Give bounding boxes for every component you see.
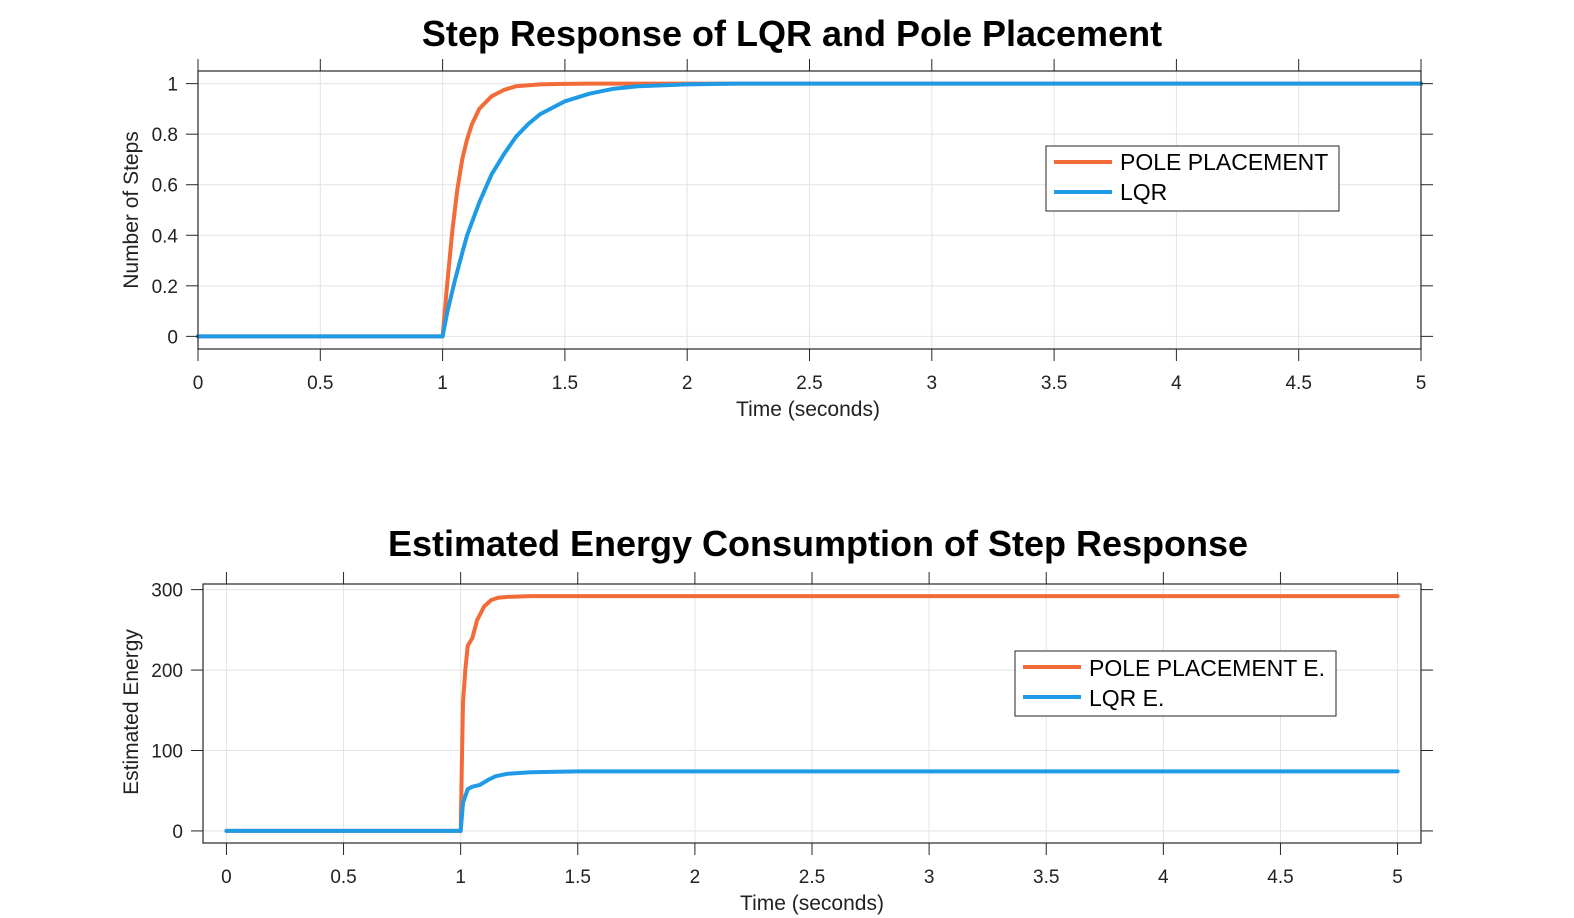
y-tick-label: 0	[172, 822, 183, 843]
y-tick-label: 0.2	[152, 277, 178, 298]
legend: POLE PLACEMENT E. LQR E.	[1014, 650, 1337, 717]
y-tick-label: 0	[167, 327, 178, 348]
y-axis-label: Number of Steps	[120, 131, 143, 289]
x-tick-label: 1	[437, 373, 448, 394]
y-tick-label: 0.6	[152, 176, 178, 197]
y-tick-label: 1	[167, 75, 178, 96]
x-tick-label: 4	[1171, 373, 1182, 394]
x-tick-label: 0.5	[307, 373, 333, 394]
series-line-0	[224, 594, 1400, 833]
x-tick-label: 2	[682, 373, 693, 394]
legend-label-lqr-e: LQR E.	[1089, 685, 1164, 711]
x-tick-label: 1.5	[565, 867, 591, 888]
x-tick-label: 3	[924, 867, 935, 888]
chart-title: Step Response of LQR and Pole Placement	[422, 13, 1162, 54]
legend-box	[1014, 650, 1337, 717]
energy-consumption-chart: Estimated Energy Consumption of Step Res…	[120, 523, 1433, 915]
x-tick-label: 4	[1158, 867, 1169, 888]
y-tick-label: 200	[151, 661, 183, 682]
legend-label-pole-placement: POLE PLACEMENT	[1120, 149, 1328, 175]
x-tick-label: 4.5	[1267, 867, 1293, 888]
x-tick-label: 5	[1392, 867, 1403, 888]
chart-title: Estimated Energy Consumption of Step Res…	[388, 523, 1248, 564]
x-tick-label: 0	[193, 373, 204, 394]
legend-label-pole-placement-e: POLE PLACEMENT E.	[1089, 655, 1325, 681]
y-tick-label: 100	[151, 742, 183, 763]
x-tick-label: 0	[221, 867, 232, 888]
y-tick-label: 0.4	[152, 226, 179, 247]
x-tick-label: 0.5	[330, 867, 356, 888]
x-tick-label: 3.5	[1041, 373, 1067, 394]
x-tick-label: 4.5	[1285, 373, 1311, 394]
x-tick-label: 3.5	[1033, 867, 1059, 888]
x-tick-label: 2.5	[796, 373, 822, 394]
series-line-1	[224, 769, 1400, 833]
x-tick-label: 2.5	[799, 867, 825, 888]
x-axis-label: Time (seconds)	[740, 892, 884, 915]
x-tick-label: 1	[455, 867, 466, 888]
legend-box	[1045, 145, 1340, 212]
x-tick-label: 1.5	[552, 373, 578, 394]
legend: POLE PLACEMENT LQR	[1045, 145, 1340, 212]
legend-label-lqr: LQR	[1120, 179, 1167, 205]
x-tick-label: 3	[927, 373, 938, 394]
y-tick-label: 0.8	[152, 125, 178, 146]
series-line-1	[196, 81, 1423, 339]
x-tick-label: 5	[1416, 373, 1427, 394]
y-axis-label: Estimated Energy	[120, 629, 143, 795]
x-axis-label: Time (seconds)	[736, 398, 880, 421]
y-tick-label: 300	[151, 581, 183, 602]
step-response-chart: Step Response of LQR and Pole Placement …	[120, 13, 1433, 421]
x-tick-label: 2	[690, 867, 701, 888]
